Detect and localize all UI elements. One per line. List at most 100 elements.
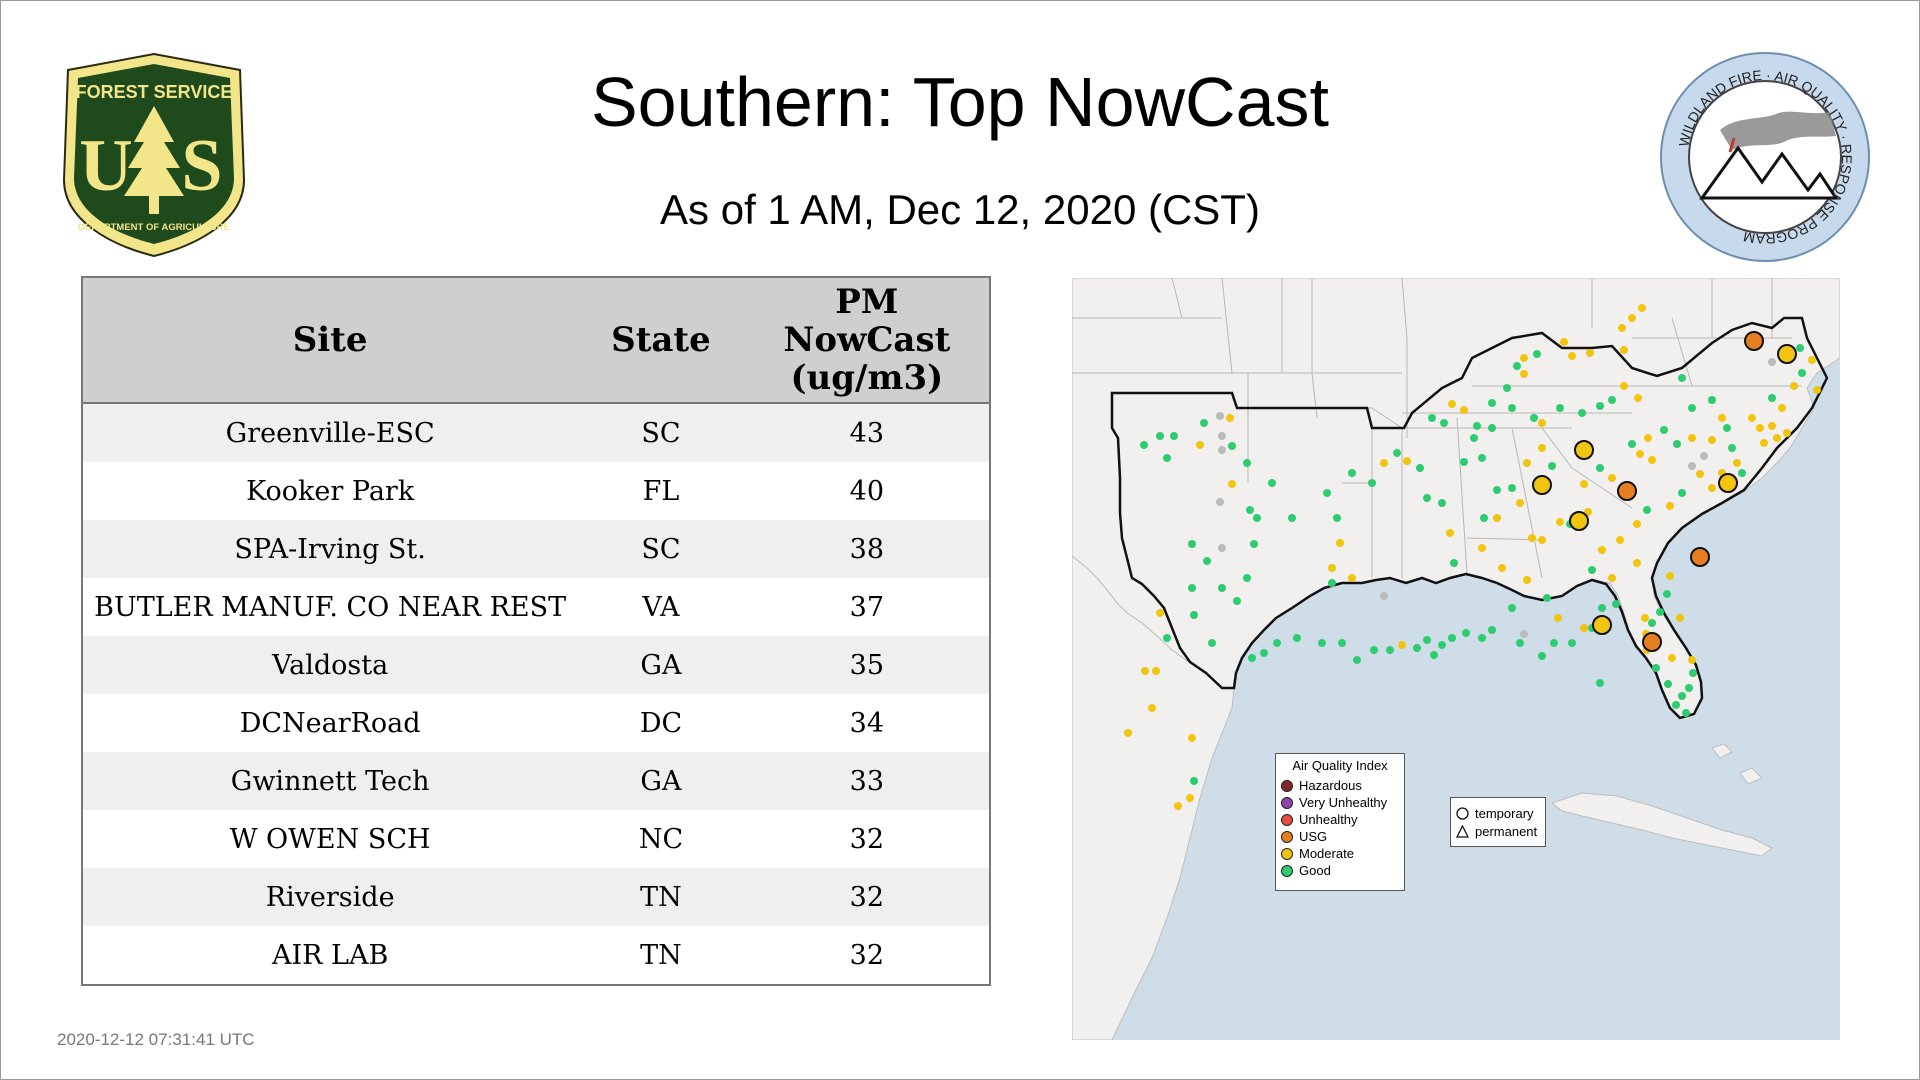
cell-state: TN [577, 926, 745, 985]
site-marker [1478, 634, 1486, 642]
site-marker [1768, 422, 1776, 430]
site-marker [1538, 652, 1546, 660]
site-marker [1493, 514, 1501, 522]
site-marker-temporary [1744, 331, 1764, 351]
site-marker [1578, 409, 1586, 417]
site-marker [1253, 514, 1261, 522]
site-marker [1513, 362, 1521, 370]
generated-timestamp: 2020-12-12 07:31:41 UTC [57, 1030, 255, 1049]
legend-dot-icon [1281, 830, 1293, 843]
site-marker [1480, 514, 1488, 522]
site-marker [1638, 304, 1646, 312]
site-marker [1682, 709, 1690, 717]
site-marker [1598, 546, 1606, 554]
site-marker [1438, 499, 1446, 507]
forest-service-logo: FOREST SERVICE U S DEPARTMENT OF AGRICUL… [62, 52, 246, 258]
site-marker-temporary [1718, 473, 1738, 493]
site-marker [1678, 489, 1686, 497]
site-marker [1556, 404, 1564, 412]
site-marker [1523, 576, 1531, 584]
map-sites [1124, 304, 1821, 810]
header-value-line2: NowCast [783, 320, 951, 360]
site-marker [1233, 597, 1241, 605]
site-marker [1568, 639, 1576, 647]
cell-state: VA [577, 578, 745, 636]
cell-site: AIR LAB [82, 926, 578, 985]
legend-item-permanent: permanent [1456, 822, 1540, 840]
site-marker [1718, 414, 1726, 422]
site-marker [1333, 514, 1341, 522]
legend-item-temporary: temporary [1456, 804, 1540, 822]
site-marker [1689, 669, 1697, 677]
site-marker [1460, 458, 1468, 466]
site-marker [1163, 454, 1171, 462]
site-marker [1493, 486, 1501, 494]
legend-label-permanent: permanent [1475, 823, 1538, 839]
site-marker [1666, 502, 1674, 510]
legend-dot-icon [1281, 796, 1293, 809]
site-marker-nodata [1380, 592, 1388, 600]
map-state-lines [1072, 278, 1802, 579]
site-marker [1488, 424, 1496, 432]
site-marker [1508, 604, 1516, 612]
site-marker [1353, 656, 1361, 664]
legend-item: USG [1281, 828, 1399, 845]
logo-fs-u: U [79, 125, 132, 207]
site-marker [1428, 414, 1436, 422]
cell-site: DCNearRoad [82, 694, 578, 752]
nowcast-table: Site State PM NowCast (ug/m3) Greenville… [81, 276, 991, 986]
site-marker [1246, 506, 1254, 514]
site-marker [1628, 440, 1636, 448]
site-marker [1598, 604, 1606, 612]
site-marker [1440, 419, 1448, 427]
table-row: Valdosta GA 35 [82, 636, 990, 694]
site-marker [1124, 729, 1132, 737]
cell-site: Gwinnett Tech [82, 752, 578, 810]
legend-label: Unhealthy [1299, 812, 1358, 827]
site-marker [1676, 614, 1684, 622]
table-row: DCNearRoad DC 34 [82, 694, 990, 752]
site-marker [1773, 434, 1781, 442]
site-marker [1163, 634, 1171, 642]
cell-site: Greenville-ESC [82, 403, 578, 462]
site-marker-temporary [1777, 344, 1797, 364]
site-marker-nodata [1216, 498, 1224, 506]
site-marker [1488, 626, 1496, 634]
site-marker [1503, 384, 1511, 392]
site-marker [1530, 414, 1538, 422]
cell-state: FL [577, 462, 745, 520]
site-marker [1723, 424, 1731, 432]
site-marker [1783, 429, 1791, 437]
site-marker [1403, 457, 1411, 465]
site-marker [1648, 456, 1656, 464]
cell-value: 34 [744, 694, 990, 752]
site-marker [1430, 651, 1438, 659]
site-marker-temporary [1532, 475, 1552, 495]
cell-site: Riverside [82, 868, 578, 926]
site-marker [1190, 777, 1198, 785]
cell-site: BUTLER MANUF. CO NEAR REST [82, 578, 578, 636]
legend-item: Moderate [1281, 845, 1399, 862]
cell-site: Valdosta [82, 636, 578, 694]
site-marker [1568, 352, 1576, 360]
site-marker [1260, 649, 1268, 657]
cell-value: 38 [744, 520, 990, 578]
site-marker [1380, 459, 1388, 467]
site-marker [1596, 402, 1604, 410]
site-marker [1778, 404, 1786, 412]
site-marker [1446, 529, 1454, 537]
monitor-type-legend: temporary permanent [1450, 797, 1546, 847]
site-marker [1688, 404, 1696, 412]
site-marker [1336, 539, 1344, 547]
site-marker [1663, 590, 1671, 598]
site-marker [1520, 354, 1528, 362]
site-marker [1323, 489, 1331, 497]
cell-value: 33 [744, 752, 990, 810]
site-marker [1633, 559, 1641, 567]
legend-dot-icon [1281, 864, 1293, 877]
site-marker [1200, 419, 1208, 427]
cell-value: 32 [744, 868, 990, 926]
header-value-line3: (ug/m3) [790, 358, 944, 398]
site-marker [1328, 579, 1336, 587]
cell-site: W OWEN SCH [82, 810, 578, 868]
